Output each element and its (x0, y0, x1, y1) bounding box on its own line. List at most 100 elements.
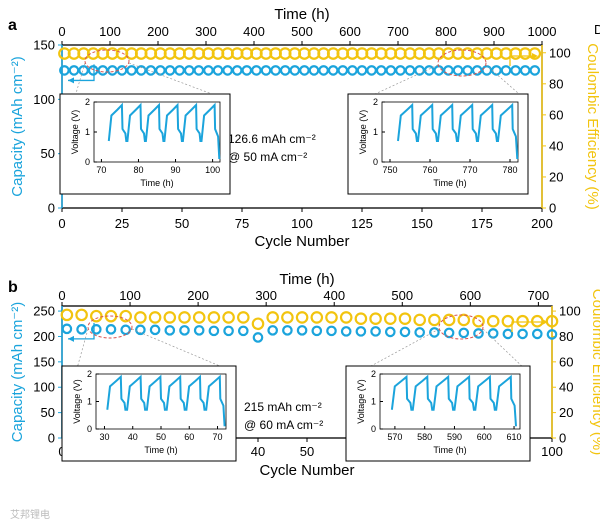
inset-y-title: Voltage (V) (72, 379, 82, 424)
inset-x-tick-label: 90 (171, 165, 181, 175)
bottom-tick-label: 150 (411, 216, 433, 231)
right-axis-title: Coulombic Efficiency (%) (589, 289, 600, 455)
annotation-current: @ 60 mA cm⁻² (244, 418, 323, 432)
capacity-point (203, 65, 214, 76)
inset-x-title: Time (h) (140, 178, 173, 188)
capacity-point (135, 324, 146, 336)
inset-y-tick-label: 1 (85, 127, 90, 137)
right-tick-label: 80 (559, 329, 573, 344)
bottom-tick-label: 50 (300, 444, 314, 459)
efficiency-point (428, 313, 441, 327)
inset-y-tick-label: 2 (371, 369, 376, 379)
top-axis-title: Time (h) (274, 6, 329, 23)
capacity-point (471, 65, 483, 76)
capacity-point (238, 325, 249, 337)
bottom-tick-label: 50 (175, 216, 189, 231)
inset-x-tick-label: 780 (502, 165, 517, 175)
inset-x-title: Time (h) (433, 178, 466, 188)
annotation-current: @ 50 mA cm⁻² (228, 150, 307, 164)
bottom-tick-label: 200 (531, 216, 553, 231)
panel-label: b (8, 279, 18, 296)
bottom-tick-label: 25 (115, 216, 129, 231)
capacity-point (91, 324, 102, 335)
inset-x-tick-label: 100 (205, 165, 220, 175)
inset-y-title: Voltage (V) (356, 379, 366, 424)
top-tick-label: 900 (483, 24, 505, 39)
capacity-point (510, 65, 521, 76)
inset-y-tick-label: 0 (85, 157, 90, 167)
capacity-point (251, 65, 262, 76)
efficiency-point (60, 308, 74, 322)
top-tick-label: 600 (339, 24, 361, 39)
inset-x-tick-label: 590 (447, 432, 462, 442)
voltage-profile (106, 374, 226, 427)
efficiency-point (90, 309, 103, 323)
left-axis-title: Capacity (mAh cm⁻²) (9, 302, 26, 442)
top-tick-label: 500 (391, 288, 413, 303)
top-tick-label: 700 (528, 288, 550, 303)
top-tick-label: 100 (119, 288, 141, 303)
efficiency-point (457, 313, 471, 327)
efficiency-point (516, 314, 529, 328)
inset-leader-line (75, 328, 89, 373)
inset-x-title: Time (h) (433, 445, 466, 455)
capacity-point (116, 65, 128, 76)
capacity-point (452, 65, 464, 76)
highlight-circle (437, 49, 487, 77)
voltage-profile (107, 102, 221, 160)
inset-x-tick-label: 60 (184, 432, 194, 442)
capacity-point (222, 65, 233, 76)
efficiency-point (354, 312, 368, 325)
capacity-point (370, 326, 381, 337)
efficiency-point (207, 311, 221, 324)
efficiency-point (339, 311, 353, 324)
efficiency-point (442, 313, 456, 327)
capacity-point (120, 324, 131, 336)
bottom-tick-label: 100 (291, 216, 313, 231)
left-tick-label: 100 (33, 92, 55, 107)
efficiency-axis-arrow (511, 321, 546, 332)
top-tick-label: 0 (58, 288, 65, 303)
efficiency-point (310, 311, 324, 324)
top-tick-label: 100 (99, 24, 121, 39)
right-tick-label: 0 (559, 431, 566, 446)
capacity-point (429, 327, 440, 338)
inset-x-tick-label: 570 (387, 432, 402, 442)
inset-x-tick-label: 770 (462, 165, 477, 175)
efficiency-point (383, 312, 397, 325)
top-tick-label: 1000 (528, 24, 557, 39)
capacity-point (107, 65, 118, 76)
annotation-capacity: 215 mAh cm⁻² (244, 400, 322, 414)
top-tick-label: 600 (459, 288, 481, 303)
efficiency-point (178, 311, 191, 324)
right-axis-title: Coulombic Efficiency (%) (584, 43, 600, 209)
top-tick-label: 200 (147, 24, 169, 39)
left-tick-label: 50 (41, 405, 55, 420)
bottom-tick-label: 75 (235, 216, 249, 231)
inset-1: 0 1 2 70 80 90 100 Time (h) Voltage (V) (59, 62, 231, 195)
right-tick-label: 20 (549, 169, 563, 184)
efficiency-point (472, 314, 485, 328)
capacity-point (308, 65, 320, 76)
capacity-point (311, 325, 323, 337)
capacity-point (149, 324, 161, 336)
efficiency-point (528, 47, 542, 60)
capacity-point (529, 65, 541, 76)
top-tick-label: 400 (243, 24, 265, 39)
top-extra-label: D (594, 22, 600, 37)
capacity-point (252, 332, 264, 343)
left-tick-label: 0 (48, 431, 55, 446)
capacity-arrow-head (68, 335, 74, 342)
inset-box (59, 93, 231, 195)
inset-box (61, 365, 237, 462)
highlight-circle (84, 49, 130, 73)
efficiency-point (134, 311, 147, 324)
capacity-point (366, 65, 377, 76)
inset-x-tick-label: 750 (382, 165, 397, 175)
capacity-point (155, 65, 166, 76)
capacity-point (179, 325, 190, 336)
top-tick-label: 0 (58, 24, 65, 39)
capacity-point (279, 65, 291, 76)
top-tick-label: 400 (323, 288, 345, 303)
